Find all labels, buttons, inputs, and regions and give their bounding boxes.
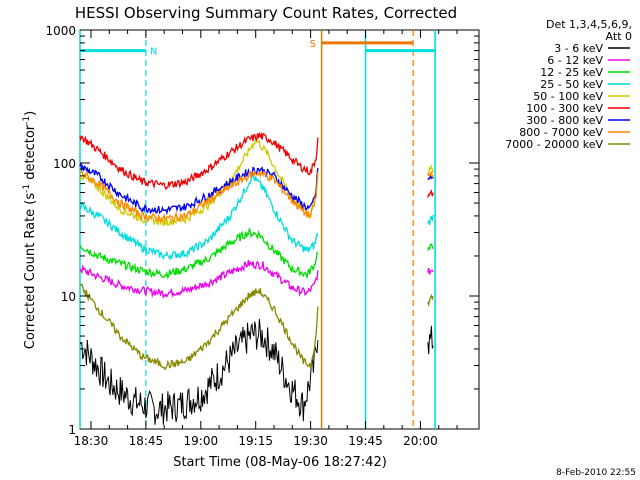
- series-line-800-7000kev: [427, 170, 434, 179]
- y-axis-label-end: ): [23, 111, 38, 116]
- footer-date: 8-Feb-2010 22:55: [556, 468, 636, 478]
- saa-flag-label: S: [310, 39, 316, 50]
- y-tick-label: 1: [68, 423, 76, 437]
- series-line-300-800kev: [79, 162, 319, 216]
- x-axis-label: Start Time (08-May-06 18:27:42): [173, 455, 387, 470]
- y-axis-label-sup1: -1: [22, 184, 32, 193]
- x-tick-label: 19:15: [238, 434, 273, 448]
- series-layer: [79, 131, 434, 425]
- y-axis-label-mid: detector: [23, 124, 38, 184]
- legend-entry-label: 6 - 12 keV: [547, 54, 603, 67]
- legend-title-line1: Det 1,3,4,5,6,9,: [546, 18, 632, 31]
- y-axis-label-main: Corrected Count Rate (s: [23, 193, 38, 350]
- series-line-25-50kev: [427, 214, 434, 226]
- x-tick-label: 19:45: [348, 434, 383, 448]
- x-tick-label: 19:00: [184, 434, 219, 448]
- y-axis-label: Corrected Count Rate (s-1 detector-1): [22, 111, 38, 349]
- x-tick-label: 18:45: [129, 434, 164, 448]
- y-tick-label: 100: [53, 157, 76, 171]
- series-line-7000-20000kev: [79, 283, 319, 371]
- x-tick-label: 18:30: [74, 434, 109, 448]
- series-line-100-300kev: [427, 189, 434, 198]
- legend-title-line2: Att 0: [606, 30, 632, 43]
- legend-entry-label: 3 - 6 keV: [554, 42, 603, 55]
- series-line-12-25kev: [427, 243, 434, 251]
- series-line-6-12kev: [427, 267, 434, 275]
- series-line-7000-20000kev: [427, 293, 434, 308]
- series-line-3-6kev: [79, 318, 319, 425]
- legend-entry-label: 25 - 50 keV: [540, 78, 603, 91]
- series-line-50-100kev: [79, 138, 319, 227]
- y-axis-label-sup2: -1: [22, 116, 32, 125]
- legend-entry-label: 12 - 25 keV: [540, 66, 603, 79]
- y-tick-label: 10: [61, 290, 76, 304]
- x-tick-label: 19:30: [293, 434, 328, 448]
- x-tick-label: 20:00: [403, 434, 438, 448]
- series-line-12-25kev: [79, 227, 319, 280]
- chart-title: HESSI Observing Summary Count Rates, Cor…: [75, 4, 457, 22]
- legend-entry-label: 100 - 300 keV: [526, 102, 603, 115]
- annotation-layer: NS: [79, 30, 436, 429]
- series-line-800-7000kev: [80, 169, 319, 224]
- legend-entry-label: 300 - 800 keV: [526, 114, 603, 127]
- legend-entry-label: 50 - 100 keV: [533, 90, 603, 103]
- night-flag-label: N: [150, 47, 157, 58]
- series-line-100-300kev: [79, 131, 319, 191]
- series-line-25-50kev: [79, 172, 319, 261]
- y-axis-ticks: 1 10 100 1000: [45, 24, 479, 437]
- x-axis-ticks: 18:30 18:45 19:00 19:15 19:30 19:45 20:00: [74, 30, 458, 448]
- legend-entry-label: 800 - 7000 keV: [519, 126, 603, 139]
- y-tick-label: 1000: [45, 24, 76, 38]
- series-line-3-6kev: [427, 325, 434, 355]
- plot-area: NS 18:30 18:45 19:00 19:15 19:30 19:45 20:00 1…: [45, 24, 480, 448]
- series-line-6-12kev: [79, 260, 319, 300]
- legend-entry-label: 7000 - 20000 keV: [505, 138, 603, 151]
